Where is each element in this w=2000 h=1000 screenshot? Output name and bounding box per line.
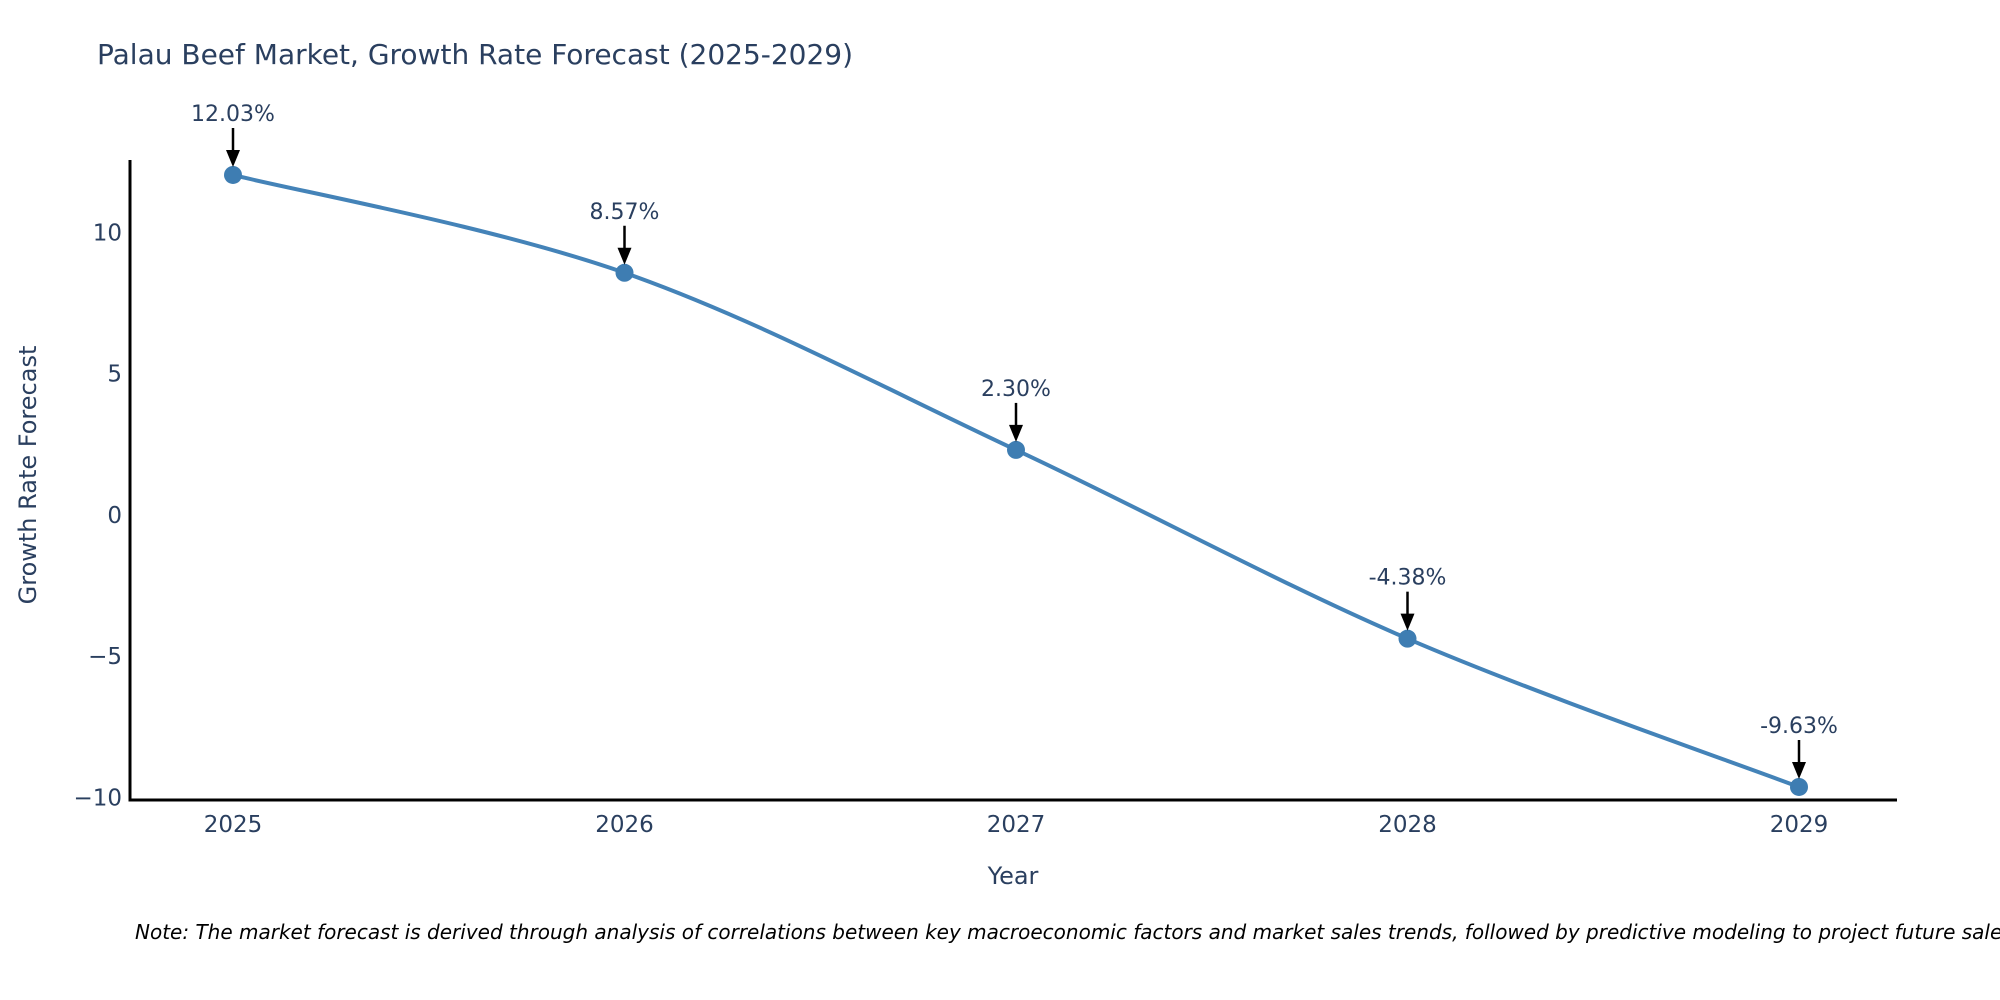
y-tick-label: 5	[107, 362, 122, 388]
annotation-arrowhead-icon	[1400, 613, 1415, 631]
data-point-marker	[1398, 629, 1417, 648]
y-tick-label: −10	[73, 785, 122, 811]
annotation-arrowhead-icon	[617, 247, 632, 265]
data-point-marker	[615, 263, 634, 282]
x-tick-label: 2025	[204, 812, 263, 838]
data-point-label: -9.63%	[1760, 714, 1838, 739]
data-point-label: 2.30%	[981, 377, 1051, 402]
footnote: Note: The market forecast is derived thr…	[135, 920, 2000, 944]
forecast-line	[231, 172, 1801, 789]
data-point-marker	[1007, 440, 1025, 459]
y-axis-title: Growth Rate Forecast	[14, 345, 42, 605]
y-tick-label: 0	[107, 503, 122, 529]
x-tick-label: 2029	[1770, 812, 1829, 838]
annotation-arrowhead-icon	[1792, 761, 1806, 779]
data-point-marker	[224, 165, 242, 184]
y-tick-label: 10	[93, 220, 122, 246]
chart-title: Palau Beef Market, Growth Rate Forecast …	[97, 38, 854, 71]
x-tick-label: 2026	[595, 812, 654, 838]
x-tick-label: 2027	[987, 812, 1046, 838]
data-point-label: -4.38%	[1369, 566, 1447, 591]
y-tick-label: −5	[88, 644, 122, 670]
data-point-label: 8.57%	[590, 200, 660, 225]
x-tick-label: 2028	[1378, 812, 1437, 838]
x-axis-title: Year	[987, 862, 1039, 890]
annotation-arrowhead-icon	[1009, 424, 1023, 442]
data-point-label: 12.03%	[191, 102, 275, 127]
annotation-arrowhead-icon	[226, 149, 240, 167]
data-point-marker	[1790, 777, 1808, 796]
